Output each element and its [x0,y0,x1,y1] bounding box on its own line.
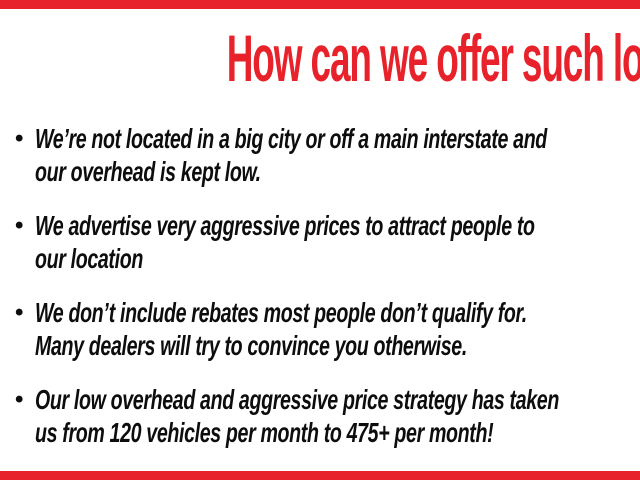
bullet-text: We’re not located in a big city or off a… [35,122,640,188]
bullet-text: We advertise very aggressive prices to a… [35,209,640,275]
bullet-icon: • [15,212,24,239]
bullet-list: • We’re not located in a big city or off… [0,122,640,470]
bullet-line: our location [35,243,143,274]
list-item: • We’re not located in a big city or off… [0,122,640,188]
bullet-text: Our low overhead and aggressive price st… [35,383,640,449]
bullet-text: We don’t include rebates most people don… [35,296,640,362]
top-red-bar [0,0,640,9]
bullet-line: We don’t include rebates most people don… [35,297,527,328]
bullet-icon: • [15,386,24,413]
bullet-line: us from 120 vehicles per month to 475+ p… [35,417,494,448]
bullet-icon: • [15,125,24,152]
list-item: • We advertise very aggressive prices to… [0,209,640,275]
bullet-icon: • [15,299,24,326]
page-title-text: How can we offer such low prices? [226,21,640,95]
bullet-line: We advertise very aggressive prices to a… [35,210,535,241]
bullet-line: our overhead is kept low. [35,156,261,187]
list-item: • We don’t include rebates most people d… [0,296,640,362]
list-item: • Our low overhead and aggressive price … [0,383,640,449]
page-title: How can we offer such low prices? [0,24,640,92]
bottom-red-bar [0,471,640,480]
bullet-line: Our low overhead and aggressive price st… [35,384,559,415]
bullet-line: We’re not located in a big city or off a… [35,123,547,154]
bullet-line: Many dealers will try to convince you ot… [35,330,467,361]
